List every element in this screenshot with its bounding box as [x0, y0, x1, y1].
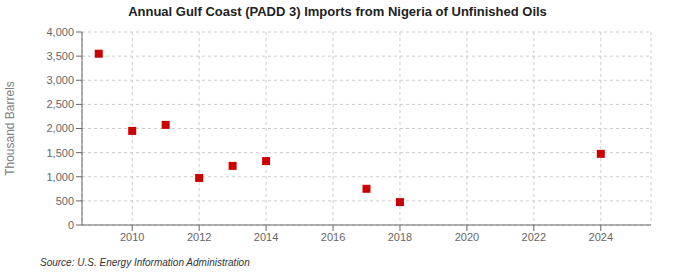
svg-text:3,000: 3,000	[46, 74, 74, 86]
svg-text:2012: 2012	[187, 231, 211, 243]
svg-text:Thousand Barrels: Thousand Barrels	[8, 81, 17, 176]
svg-text:4,000: 4,000	[46, 26, 74, 38]
svg-text:1,500: 1,500	[46, 147, 74, 159]
svg-text:0: 0	[68, 219, 74, 231]
svg-text:2024: 2024	[589, 231, 613, 243]
svg-text:2010: 2010	[120, 231, 144, 243]
html-text:Annual Gulf Coast (PADD 3) Imp: Annual Gulf Coast (PADD 3) Imports from …	[128, 4, 547, 19]
svg-text:3,500: 3,500	[46, 50, 74, 62]
svg-text:2020: 2020	[455, 231, 479, 243]
svg-text:2,500: 2,500	[46, 98, 74, 110]
svg-text:500: 500	[56, 195, 74, 207]
svg-text:2018: 2018	[388, 231, 412, 243]
svg-text:2014: 2014	[254, 231, 278, 243]
svg-text:2022: 2022	[522, 231, 546, 243]
svg-text:2,000: 2,000	[46, 122, 74, 134]
html-text:Source: U.S. Energy Informatio: Source: U.S. Energy Information Administ…	[40, 257, 250, 268]
svg-text:2016: 2016	[321, 231, 345, 243]
svg-text:1,000: 1,000	[46, 171, 74, 183]
